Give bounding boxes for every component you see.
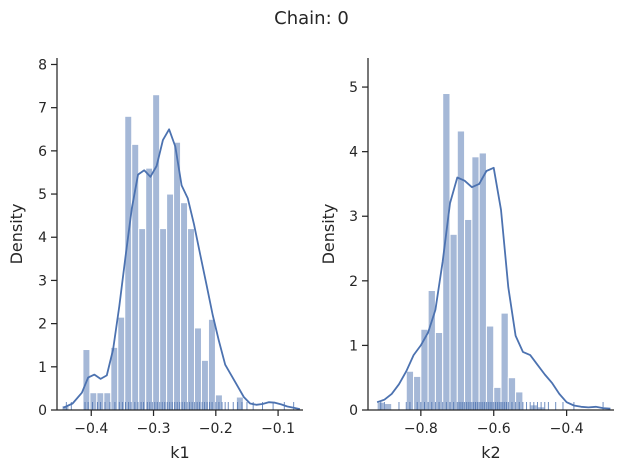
chart-1-bars [376,93,546,411]
subplot-k2: −0.8 −0.6 −0.4 0 1 2 3 4 5 k2 Density [319,58,614,462]
chart-0-bar [187,228,196,411]
chart-0-y-tick-label: 4 [38,230,47,246]
chart-0-y-tick-label: 7 [38,101,47,117]
chart-0-bars [61,94,244,411]
chart-1-rug [380,402,604,410]
chart-1-bar [434,331,444,411]
chart-0-bar [194,327,202,411]
chart-0-x-tick-label: −0.4 [74,421,108,437]
chart-0-y-tick-label: 2 [38,317,47,333]
chart-0-rug [65,402,295,410]
chart-0-bar [152,94,161,411]
chart-1-bar [464,218,473,411]
chart-1-bar [485,325,495,411]
chart-0-bar [124,115,133,411]
chart-1-y-tick-label: 3 [349,209,358,225]
subplot-k1: −0.4 −0.3 −0.2 −0.1 0 1 2 3 4 5 6 7 8 k1 Density [7,57,303,462]
chart-0-y-tick-label: 3 [38,273,47,289]
chart-1-y-tick-label: 1 [349,338,358,354]
chart-0-bar [131,143,140,411]
chart-0-y-tick-label: 8 [38,57,47,73]
chart-0-bar [180,202,189,411]
chart-1-bar [427,290,436,411]
chart-0-x-tick-label: −0.1 [261,421,295,437]
chart-1-x-tick-label: −0.4 [550,421,584,437]
chart-0-x-tick-label: −0.3 [137,421,171,437]
chart-0-x-axis-label: k1 [170,443,189,462]
chart-0-bar [173,141,182,411]
chart-0-x-tick-label: −0.2 [199,421,233,437]
chart-0-y-tick-label: 0 [38,403,47,419]
chart-1-y-tick-label: 2 [349,274,358,290]
chart-0-bar [145,167,154,411]
chart-1-bar [383,403,393,411]
chart-1-y-tick-label: 0 [349,403,358,419]
chart-0-kde-line [62,128,301,410]
chart-1-bar [456,130,466,411]
chart-0-bar [138,228,147,411]
chart-1-bar [420,328,429,411]
chart-0-bar [207,318,216,411]
chart-1-bar [500,312,509,411]
chart-1-y-axis-label: Density [319,204,338,265]
figure-suptitle: Chain: 0 [274,8,349,29]
chart-1-x-axis-label: k2 [481,443,500,462]
chart-1-bar [478,152,487,411]
chart-1-y-tick-label: 4 [349,145,358,161]
chart-0-y-tick-label: 1 [38,360,47,376]
chart-0-y-tick-label: 5 [38,187,47,203]
chart-1-bar [449,233,458,411]
chart-1-x-tick-label: −0.8 [404,421,438,437]
chart-0-y-tick-label: 6 [38,144,47,160]
chart-1-y-tick-label: 5 [349,80,358,96]
chart-1-bar [471,156,480,411]
chart-0-bar [117,316,126,411]
chart-0-y-axis-label: Density [7,204,26,265]
chart-0-bar [159,228,168,411]
chart-0-bar [166,193,175,411]
chart-0-bar [89,392,98,411]
chart-1-kde-line [376,166,611,410]
chart-1-x-tick-label: −0.6 [477,421,511,437]
